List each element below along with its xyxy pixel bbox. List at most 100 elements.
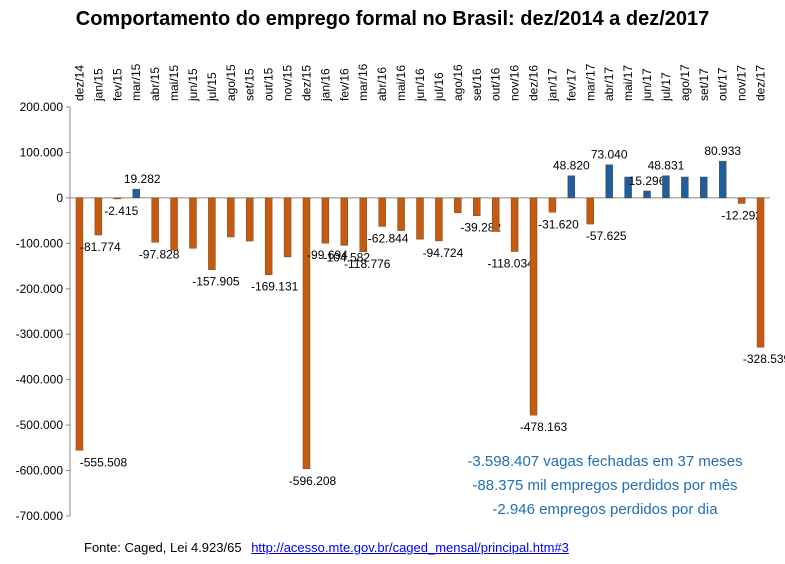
x-tick-label: mai/16 <box>394 65 408 101</box>
data-label: 48.831 <box>648 159 685 173</box>
x-tick-label: jun/17 <box>640 68 654 102</box>
x-tick-label: jul/15 <box>205 72 219 102</box>
data-label: -31.620 <box>538 217 579 231</box>
data-label: -99.694 <box>307 248 348 262</box>
x-tick-label: ago/16 <box>451 64 465 101</box>
x-tick-label: mai/17 <box>621 65 635 101</box>
bar <box>700 176 708 199</box>
data-label: -118.034 <box>487 257 534 271</box>
data-label: -104.582 <box>323 250 371 264</box>
x-tick-label: nov/15 <box>281 65 295 101</box>
data-label: -97.828 <box>139 247 180 261</box>
data-label: -596.208 <box>289 474 337 488</box>
bar <box>510 197 519 252</box>
bar <box>302 197 311 470</box>
data-label: -555.508 <box>80 455 128 469</box>
data-label: -57.625 <box>586 229 627 243</box>
y-tick-label: -700.000 <box>16 509 64 523</box>
bar <box>567 175 576 199</box>
data-label: 80.933 <box>704 144 741 158</box>
data-label: -118.776 <box>344 257 391 271</box>
bar <box>75 197 84 451</box>
x-tick-label: nov/16 <box>508 65 522 101</box>
x-tick-label: jun/15 <box>186 68 200 102</box>
bar <box>227 197 235 238</box>
bar <box>246 197 254 242</box>
bar <box>586 197 594 225</box>
data-label: -94.724 <box>423 246 464 260</box>
data-label: -39.282 <box>460 221 501 235</box>
source-text: Fonte: Caged, Lei 4.923/65 <box>84 540 242 555</box>
y-tick-label: -400.000 <box>16 373 64 387</box>
x-tick-label: abr/17 <box>602 67 616 101</box>
bar <box>737 197 746 204</box>
bar <box>208 197 216 270</box>
x-tick-label: set/17 <box>697 68 711 101</box>
source-link[interactable]: http://acesso.mte.gov.br/caged_mensal/pr… <box>251 540 569 555</box>
bar <box>170 197 178 251</box>
data-label: -81.774 <box>80 240 121 254</box>
x-tick-label: dez/17 <box>754 65 768 101</box>
data-label: -62.844 <box>368 231 409 245</box>
bar <box>132 188 140 199</box>
annotation-monthly: -88.375 mil empregos perdidos por mês <box>472 477 738 494</box>
x-tick-label: dez/16 <box>527 65 541 101</box>
data-label: -328.539 <box>743 352 785 366</box>
bar <box>283 197 292 258</box>
bar <box>189 197 197 249</box>
annotation-total: -3.598.407 vagas fechadas em 37 meses <box>467 453 743 470</box>
bar <box>340 197 349 246</box>
bar <box>435 197 443 242</box>
bar <box>113 197 121 200</box>
x-tick-label: dez/14 <box>72 65 86 101</box>
x-tick-label: out/16 <box>489 67 503 101</box>
x-tick-label: mar/16 <box>356 63 370 101</box>
x-tick-label: out/17 <box>716 67 730 101</box>
data-label: -478.163 <box>520 420 568 434</box>
x-tick-label: abr/16 <box>375 67 389 101</box>
bar <box>454 197 462 214</box>
data-label: 73.040 <box>591 148 628 162</box>
x-tick-label: set/16 <box>470 68 484 101</box>
bar <box>416 197 424 240</box>
data-label: 48.820 <box>553 159 590 173</box>
y-tick-label: -100.000 <box>16 236 64 250</box>
y-tick-label: 200.000 <box>20 100 64 114</box>
x-tick-label: jul/16 <box>432 72 446 102</box>
y-tick-label: -300.000 <box>16 327 64 341</box>
x-tick-label: fev/16 <box>337 68 351 101</box>
bar <box>548 197 557 213</box>
bar <box>473 197 481 216</box>
bar <box>643 190 651 199</box>
data-label: -169.131 <box>251 280 299 294</box>
y-tick-label: 0 <box>56 191 63 205</box>
x-tick-label: dez/15 <box>299 65 313 101</box>
bar <box>605 164 613 199</box>
data-label: -2.415 <box>104 204 138 218</box>
x-tick-label: ago/17 <box>678 64 692 101</box>
y-tick-label: -500.000 <box>16 418 64 432</box>
bar <box>681 176 689 199</box>
bar <box>756 197 765 348</box>
bar <box>491 197 500 232</box>
x-tick-label: out/15 <box>262 67 276 101</box>
bar <box>624 176 632 199</box>
bar <box>264 197 273 275</box>
x-tick-label: abr/15 <box>148 67 162 101</box>
x-tick-label: fev/15 <box>110 68 124 101</box>
x-tick-label: jan/16 <box>318 68 332 102</box>
x-tick-label: set/15 <box>243 68 257 101</box>
x-tick-label: mar/15 <box>129 63 143 101</box>
x-tick-label: mar/17 <box>583 63 597 101</box>
x-tick-label: jan/15 <box>91 68 105 102</box>
bar <box>378 197 386 227</box>
data-label: 19.282 <box>124 172 161 186</box>
bar <box>359 197 367 253</box>
y-tick-label: 100.000 <box>20 145 64 159</box>
y-tick-label: -200.000 <box>16 282 64 296</box>
chart-title: Comportamento do emprego formal no Brasi… <box>75 8 710 30</box>
x-tick-label: fev/17 <box>564 68 578 101</box>
bar <box>719 160 727 199</box>
y-tick-label: -600.000 <box>16 464 64 478</box>
